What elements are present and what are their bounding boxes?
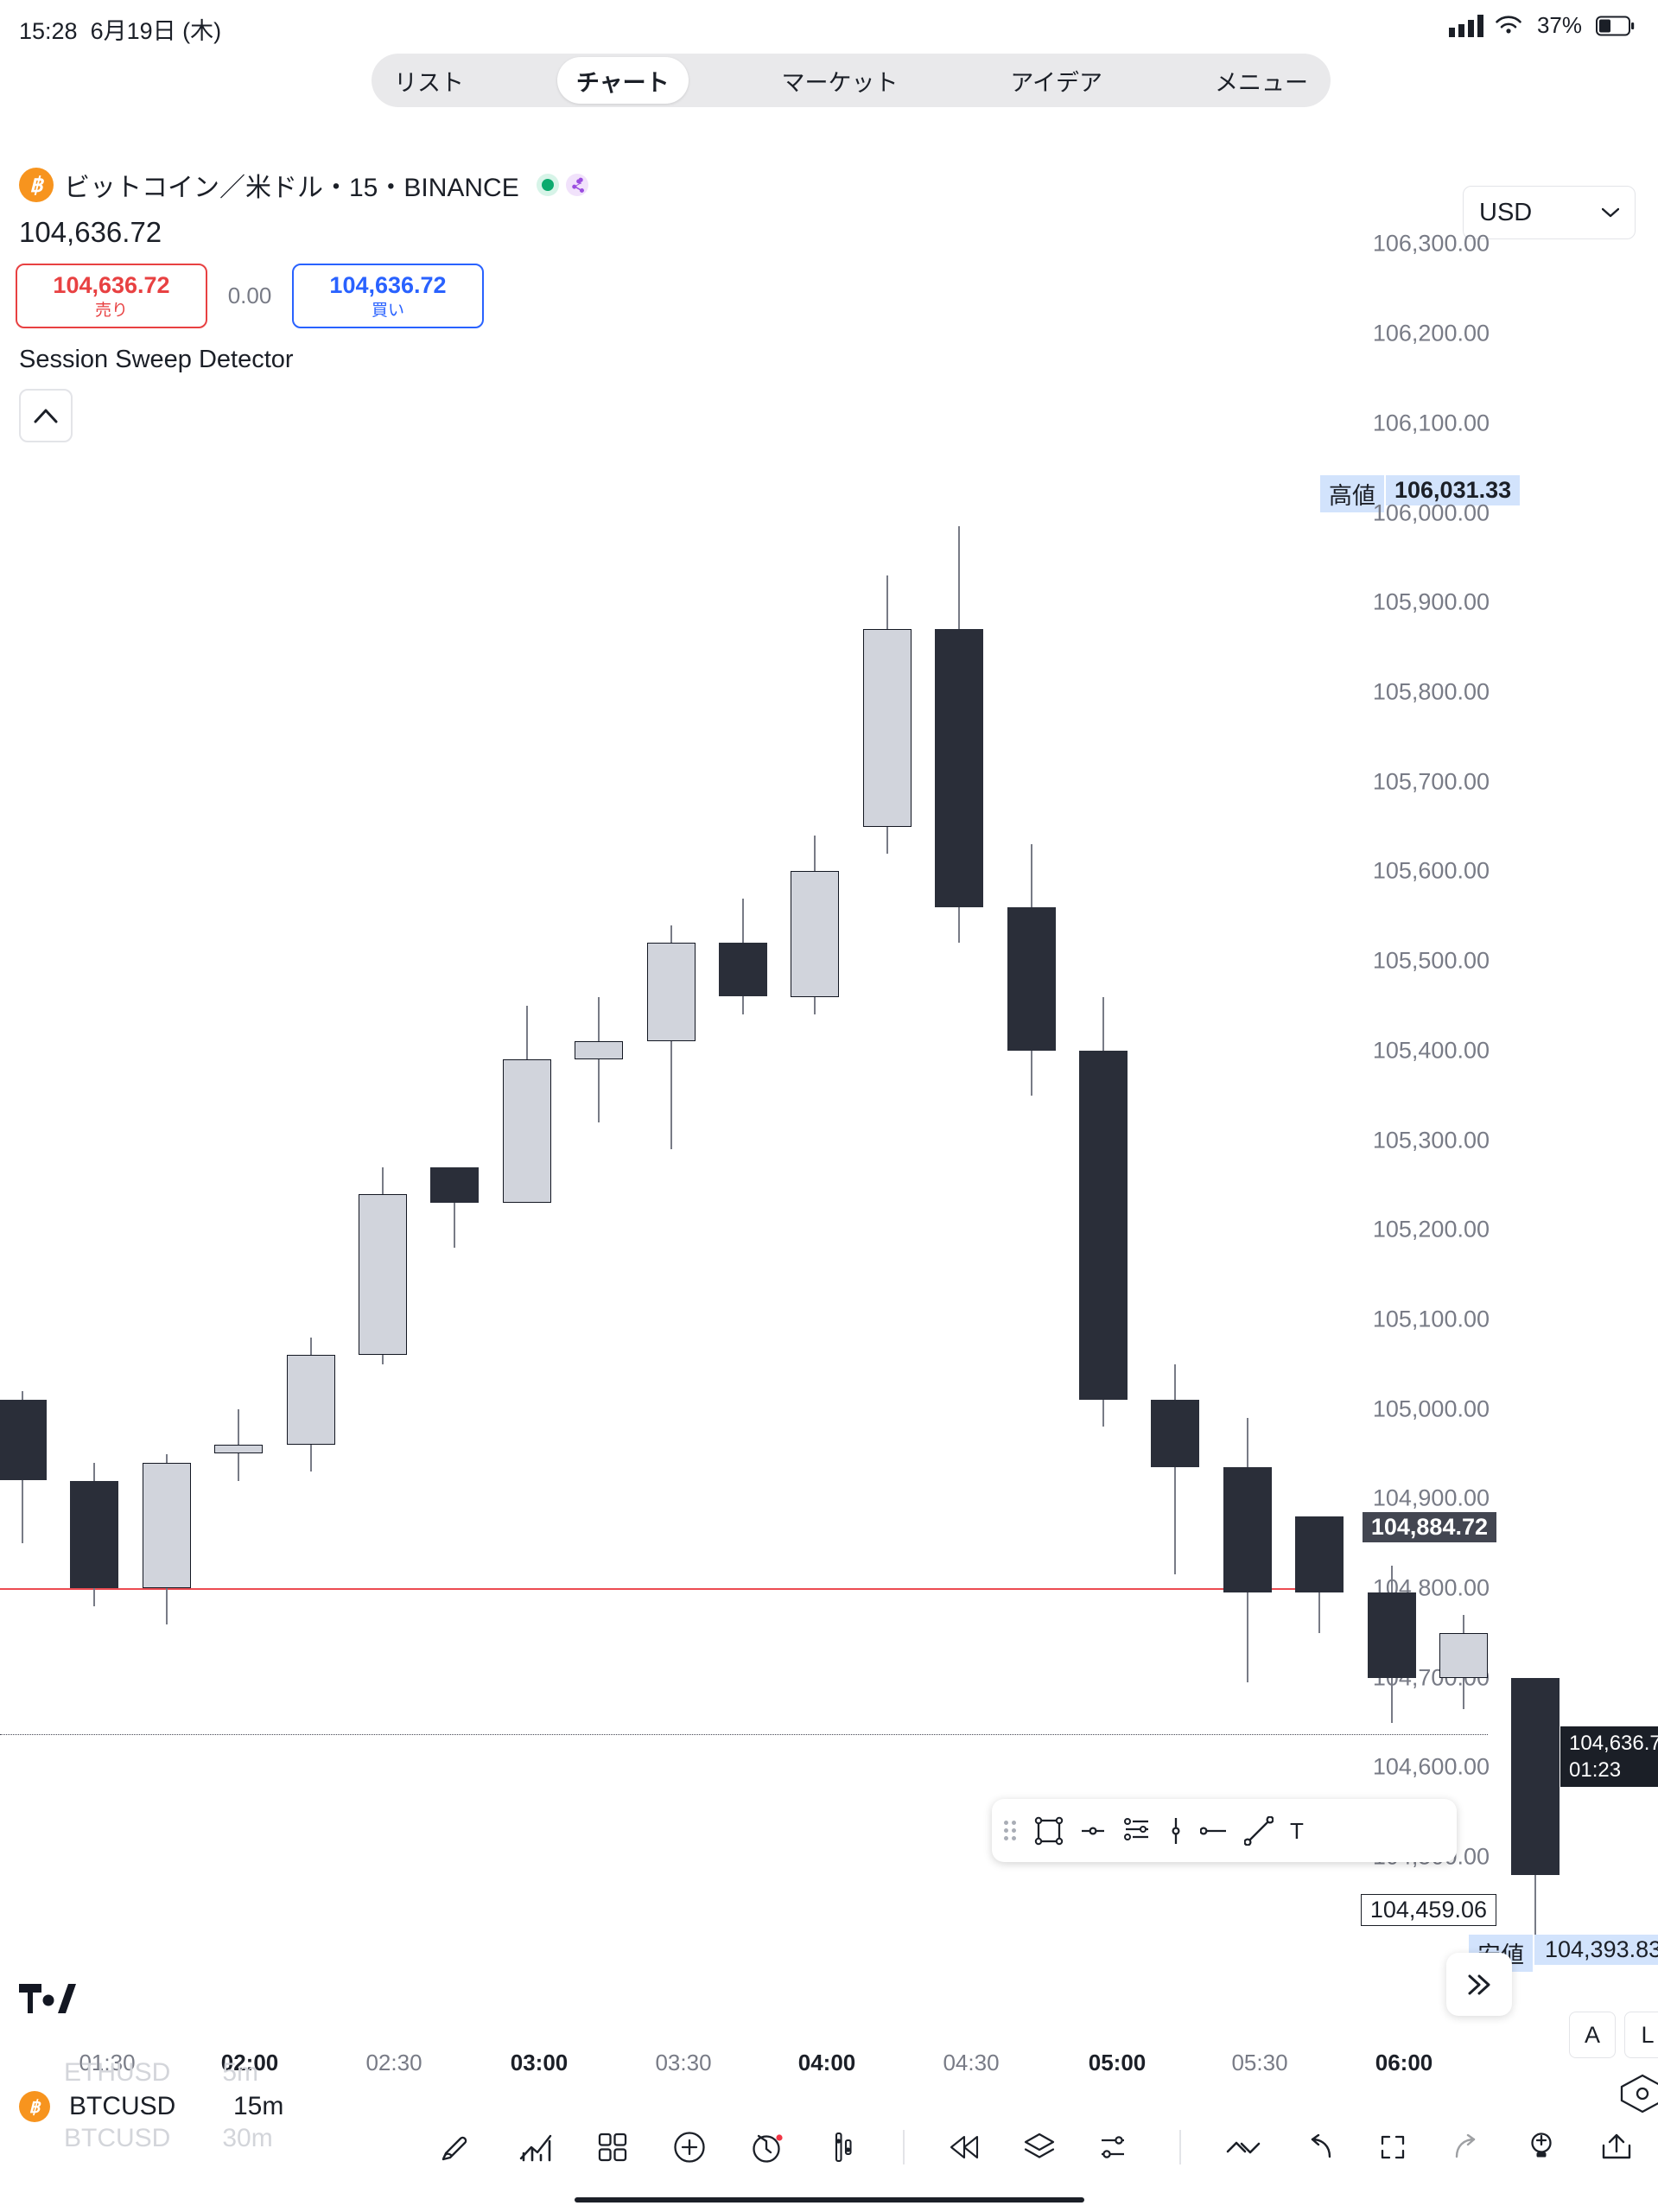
svg-text:T: T xyxy=(1290,1818,1304,1844)
